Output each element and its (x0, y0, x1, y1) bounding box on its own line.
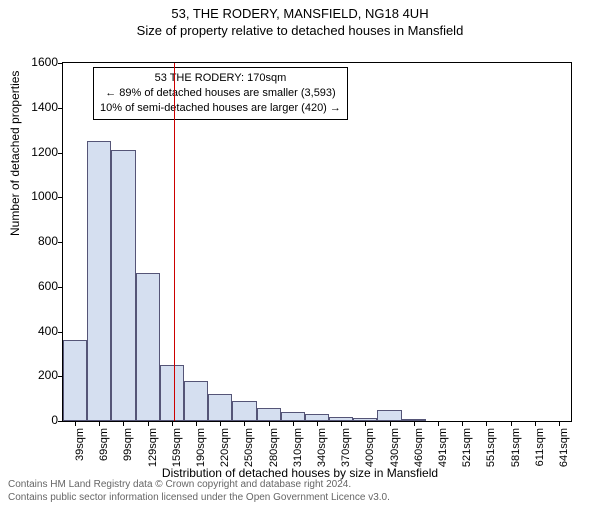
x-tick (148, 421, 149, 426)
x-tick-label: 99sqm (122, 428, 134, 474)
bar (232, 401, 256, 421)
x-tick-label: 370sqm (340, 428, 352, 474)
x-tick-label: 460sqm (413, 428, 425, 474)
x-tick-label: 280sqm (268, 428, 280, 474)
bar (87, 141, 111, 421)
bar (160, 365, 184, 421)
y-tick (58, 63, 63, 64)
bar (281, 412, 305, 421)
x-tick-label: 641sqm (558, 428, 570, 474)
x-tick-label: 521sqm (461, 428, 473, 474)
x-tick-label: 400sqm (364, 428, 376, 474)
bar (111, 150, 135, 421)
footer-line-2: Contains public sector information licen… (8, 492, 390, 505)
x-tick (511, 421, 512, 426)
y-tick-label: 1000 (31, 189, 58, 203)
y-tick (58, 421, 63, 422)
x-tick (99, 421, 100, 426)
info-line-2: ← 89% of detached houses are smaller (3,… (100, 86, 341, 101)
y-tick-label: 400 (38, 324, 58, 338)
x-tick (341, 421, 342, 426)
x-tick (462, 421, 463, 426)
footer-line-1: Contains HM Land Registry data © Crown c… (8, 479, 390, 492)
x-tick-label: 340sqm (316, 428, 328, 474)
info-box: 53 THE RODERY: 170sqm ← 89% of detached … (93, 67, 348, 120)
x-tick-label: 190sqm (195, 428, 207, 474)
x-tick-label: 39sqm (74, 428, 86, 474)
x-tick-label: 159sqm (171, 428, 183, 474)
y-tick (58, 108, 63, 109)
page-title: 53, THE RODERY, MANSFIELD, NG18 4UH (0, 6, 600, 23)
bar (377, 410, 401, 421)
y-tick-label: 1400 (31, 100, 58, 114)
x-tick (414, 421, 415, 426)
x-tick (486, 421, 487, 426)
x-tick-label: 581sqm (510, 428, 522, 474)
info-line-3: 10% of semi-detached houses are larger (… (100, 101, 341, 116)
y-tick (58, 153, 63, 154)
plot-area: 53 THE RODERY: 170sqm ← 89% of detached … (62, 62, 572, 422)
page-subtitle: Size of property relative to detached ho… (0, 23, 600, 38)
bar (63, 340, 87, 421)
bar (184, 381, 208, 421)
reference-line (174, 63, 175, 421)
y-tick (58, 197, 63, 198)
y-tick-label: 1200 (31, 145, 58, 159)
bar (136, 273, 160, 421)
y-axis-label: Number of detached properties (8, 71, 22, 236)
x-tick (75, 421, 76, 426)
x-tick (123, 421, 124, 426)
bar (305, 414, 329, 421)
y-tick-label: 200 (38, 368, 58, 382)
x-tick-label: 69sqm (98, 428, 110, 474)
x-tick-label: 310sqm (292, 428, 304, 474)
y-tick-label: 800 (38, 234, 58, 248)
bar (208, 394, 232, 421)
x-tick (293, 421, 294, 426)
y-tick-label: 0 (51, 413, 58, 427)
x-tick (438, 421, 439, 426)
x-tick (390, 421, 391, 426)
y-tick (58, 287, 63, 288)
x-tick-label: 430sqm (389, 428, 401, 474)
y-tick-label: 600 (38, 279, 58, 293)
x-tick-label: 611sqm (534, 428, 546, 474)
x-tick-label: 491sqm (437, 428, 449, 474)
x-tick-label: 220sqm (219, 428, 231, 474)
x-tick (196, 421, 197, 426)
x-tick-label: 129sqm (147, 428, 159, 474)
x-tick (220, 421, 221, 426)
y-tick (58, 242, 63, 243)
bar (257, 408, 281, 421)
x-tick (535, 421, 536, 426)
x-tick (172, 421, 173, 426)
footer-attribution: Contains HM Land Registry data © Crown c… (8, 479, 390, 504)
info-line-1: 53 THE RODERY: 170sqm (100, 71, 341, 86)
x-tick (244, 421, 245, 426)
x-tick (317, 421, 318, 426)
chart-container: 53, THE RODERY, MANSFIELD, NG18 4UH Size… (0, 6, 600, 506)
x-tick-label: 250sqm (243, 428, 255, 474)
x-tick-label: 551sqm (485, 428, 497, 474)
x-tick (559, 421, 560, 426)
x-tick (269, 421, 270, 426)
x-tick (365, 421, 366, 426)
y-tick-label: 1600 (31, 55, 58, 69)
y-tick (58, 332, 63, 333)
